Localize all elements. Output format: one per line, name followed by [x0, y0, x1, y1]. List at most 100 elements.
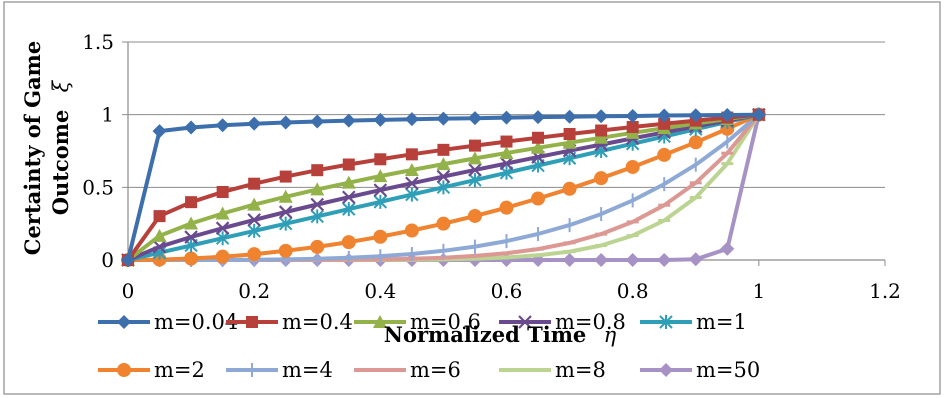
data-point: [531, 191, 546, 206]
data-point: [247, 197, 262, 211]
data-point: [436, 180, 451, 195]
legend: m=0.04 m=0.4 m=0.6 m=0.8 m=1 m=2 m=4 m=6 m=8 m=50: [98, 310, 760, 382]
data-point: [153, 210, 166, 223]
data-point: [594, 109, 609, 124]
x-tick-label: 0.4: [364, 279, 396, 303]
data-point: [720, 241, 735, 256]
legend-label: m=4: [282, 358, 333, 382]
data-point: [405, 176, 419, 191]
data-point: [310, 182, 325, 196]
data-point: [247, 247, 262, 262]
legend-swatch-marker: [246, 316, 258, 328]
data-point: [467, 151, 482, 165]
data-point: [467, 111, 482, 126]
data-point: [278, 189, 293, 203]
data-point: [500, 135, 513, 148]
data-point: [373, 194, 388, 209]
data-point: [152, 124, 167, 139]
legend-label: m=1: [696, 310, 747, 334]
y-axis-title-line2: Outcome: [48, 110, 73, 216]
data-point: [594, 130, 609, 144]
data-point: [152, 228, 167, 242]
data-point: [311, 164, 324, 177]
data-point: [185, 196, 198, 209]
data-point: [152, 239, 167, 254]
data-point: [562, 181, 577, 196]
y-tick-label: 1: [101, 103, 114, 127]
legend-label: m=0.6: [410, 310, 481, 334]
data-point: [405, 148, 418, 161]
data-point: [342, 202, 356, 217]
data-point: [404, 223, 419, 238]
data-point: [215, 206, 230, 220]
data-point: [436, 157, 451, 171]
data-point: [215, 221, 230, 235]
data-point: [467, 208, 482, 223]
data-point: [499, 110, 514, 125]
data-point: [468, 173, 482, 188]
legend-item: m=0.04: [98, 310, 238, 334]
x-axis-symbol: η: [604, 323, 617, 347]
data-point: [184, 230, 198, 244]
data-point: [688, 252, 703, 267]
data-point: [562, 135, 577, 149]
data-point: [121, 253, 135, 267]
data-point: [184, 251, 199, 266]
data-point: [373, 183, 388, 197]
chart-border: [3, 1, 941, 395]
x-tick-label: 0.8: [617, 279, 649, 303]
y-axis-symbol: ξ: [49, 79, 73, 92]
data-point: [248, 177, 261, 190]
data-point: [468, 139, 481, 152]
y-axis-title-line1: Certainty of Game: [20, 41, 45, 255]
x-tick-label: 0.2: [238, 279, 270, 303]
legend-label: m=0.04: [154, 310, 238, 334]
data-point: [184, 120, 199, 135]
data-point: [563, 127, 576, 140]
data-point: [594, 171, 609, 186]
data-point: [437, 143, 450, 156]
data-point: [595, 124, 608, 137]
legend-item: m=0.6: [354, 310, 481, 334]
legend-item: m=1: [640, 310, 747, 334]
data-point: [215, 118, 230, 133]
data-point: [341, 235, 356, 250]
legend-item: m=8: [499, 358, 606, 382]
data-point: [625, 159, 640, 174]
legend-label: m=2: [154, 358, 205, 382]
legend-swatch-marker: [117, 363, 131, 377]
data-point: [341, 175, 356, 189]
data-point: [278, 205, 293, 219]
data-point: [215, 249, 230, 264]
data-point: [342, 158, 355, 171]
data-point: [373, 169, 388, 183]
legend-item: m=50: [640, 358, 760, 382]
legend-item: m=0.4: [226, 310, 353, 334]
data-point: [594, 253, 609, 267]
svg-text:Outcome ξ: Outcome ξ: [48, 79, 73, 215]
legend-swatch-marker: [659, 363, 673, 377]
data-point: [720, 107, 735, 122]
x-tick-label: 0.6: [491, 279, 523, 303]
data-point: [468, 163, 482, 177]
data-point: [436, 216, 451, 231]
series-group: [121, 107, 766, 267]
data-point: [310, 239, 325, 254]
data-point: [247, 116, 262, 131]
data-point: [499, 146, 514, 160]
data-point: [688, 135, 703, 150]
data-point: [310, 114, 325, 129]
legend-item: m=6: [354, 358, 461, 382]
data-point: [215, 231, 230, 246]
data-point: [374, 153, 387, 166]
data-point: [278, 243, 293, 258]
data-point: [532, 131, 545, 144]
data-point: [625, 108, 640, 123]
data-point: [373, 112, 388, 127]
data-point: [688, 108, 703, 123]
data-point: [184, 216, 199, 230]
data-point: [278, 115, 293, 130]
data-point: [279, 216, 293, 231]
series-m=0.6: [121, 107, 766, 266]
